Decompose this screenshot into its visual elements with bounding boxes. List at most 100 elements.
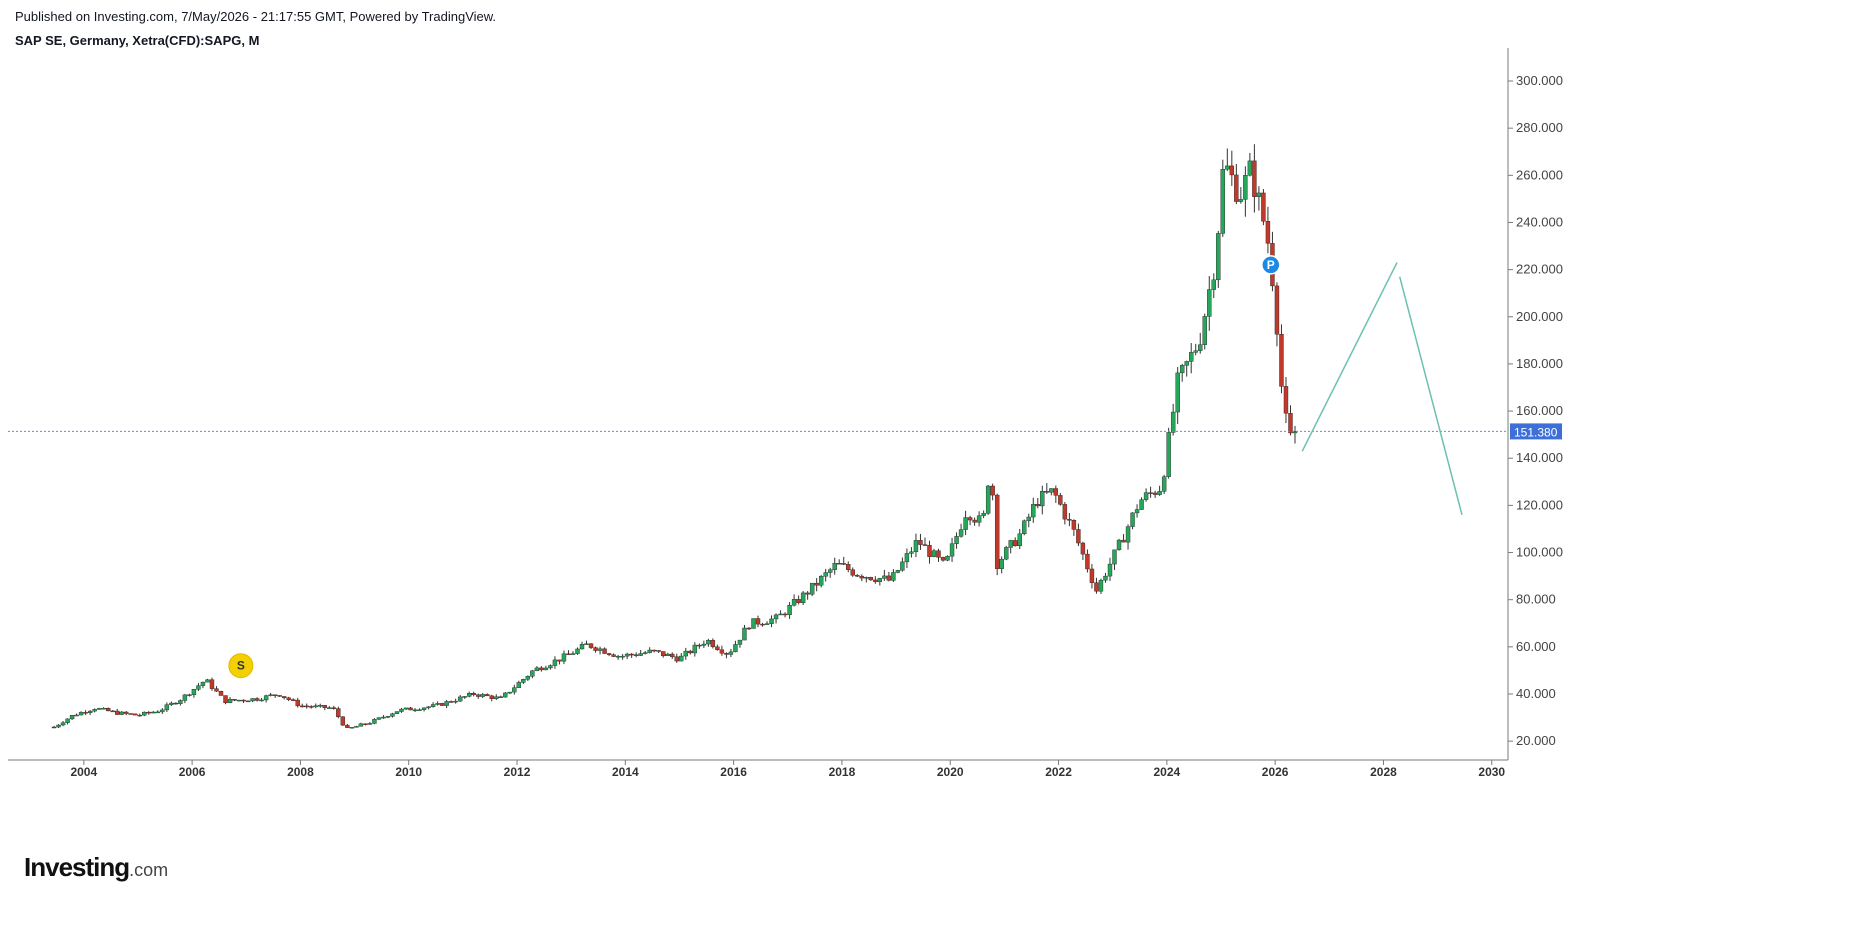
candle-down [476,694,481,697]
candle-up [1184,361,1189,366]
candle-up [453,700,458,703]
candle-up [56,724,61,728]
candle-up [1238,199,1244,202]
candle-up [87,710,93,714]
candle-down [489,695,494,699]
candle-down [1076,529,1081,544]
y-tick-label: 20.000 [1516,733,1556,748]
candle-up [1130,512,1135,527]
candle-up [412,709,418,712]
candle-up [543,667,549,671]
candle-down [629,653,634,656]
y-tick-label: 140.000 [1516,450,1563,465]
candle-up [823,572,828,577]
x-tick-label: 2016 [720,765,747,779]
candle-down [1035,504,1040,507]
candle-up [891,572,896,581]
candle-up [313,705,318,708]
candle-down [1085,553,1090,570]
y-tick-label: 280.000 [1516,120,1563,135]
candle-up [1170,411,1176,433]
projection-line [1398,276,1463,515]
candle-up [466,693,472,697]
candle-up [692,644,698,654]
candle-down [254,698,260,701]
candle-down [1148,492,1153,494]
candle-down [1229,165,1235,176]
candle-up [1193,350,1198,353]
x-tick-label: 2024 [1153,765,1180,779]
x-tick-label: 2012 [504,765,531,779]
candle-up [764,623,770,625]
candle-up [895,570,901,573]
candle-up [1179,365,1185,374]
candle-down [633,654,639,656]
candle-down [1234,174,1239,202]
candle-up [642,652,648,654]
candle-down [593,647,598,651]
candle-up [358,723,364,727]
candle-down [124,711,129,714]
candle-down [566,653,571,656]
candle-down [272,694,278,696]
candle-down [557,659,562,662]
candle-up [119,711,124,715]
candle-up [1143,492,1149,500]
candle-down [448,701,454,703]
candle-down [1013,540,1018,547]
candle-down [927,544,932,557]
candle-up [773,614,779,620]
candle-down [304,705,309,708]
candle-up [958,529,964,537]
candle-down [990,485,995,496]
candle-down [606,653,612,655]
candle-up [259,699,264,702]
candle-up [701,643,707,646]
x-tick-label: 2008 [287,765,314,779]
candle-up [534,667,540,671]
candle-down [539,667,544,671]
candle-down [1152,492,1158,495]
candle-down [670,653,675,657]
candle-up [1003,547,1009,560]
candle-up [751,618,756,629]
candle-up [169,702,174,705]
candle-up [381,716,386,719]
candle-down [1121,539,1126,543]
candle-down [245,700,251,703]
candle-down [1283,386,1289,414]
candle-up [1098,579,1104,592]
candle-down [796,599,801,603]
candle-up [800,592,806,603]
candle-down [309,706,314,708]
candle-down [715,646,720,650]
candle-down [1062,504,1068,520]
candle-up [945,555,950,561]
candle-up [178,700,183,704]
candle-up [1022,520,1027,535]
candle-down [485,694,490,697]
candle-up [182,694,188,701]
published-caption: Published on Investing.com, 7/May/2026 -… [15,9,497,24]
y-tick-label: 100.000 [1516,545,1563,560]
candle-up [196,685,201,690]
candle-down [345,724,350,728]
candle-down [855,575,860,577]
candle-up [624,653,630,657]
candle-down [994,494,1000,569]
investing-logo: Investing.com [24,852,168,883]
candle-up [530,670,535,677]
candle-up [733,644,738,653]
candle-down [408,707,413,711]
candle-up [1026,516,1031,522]
candle-down [1053,488,1059,496]
candle-up [615,655,621,658]
candle-down [137,714,142,717]
x-tick-label: 2026 [1262,765,1289,779]
candle-up [949,543,955,557]
candle-up [142,711,147,716]
candle-up [931,550,937,557]
candle-up [909,551,914,554]
candle-down [746,627,752,630]
